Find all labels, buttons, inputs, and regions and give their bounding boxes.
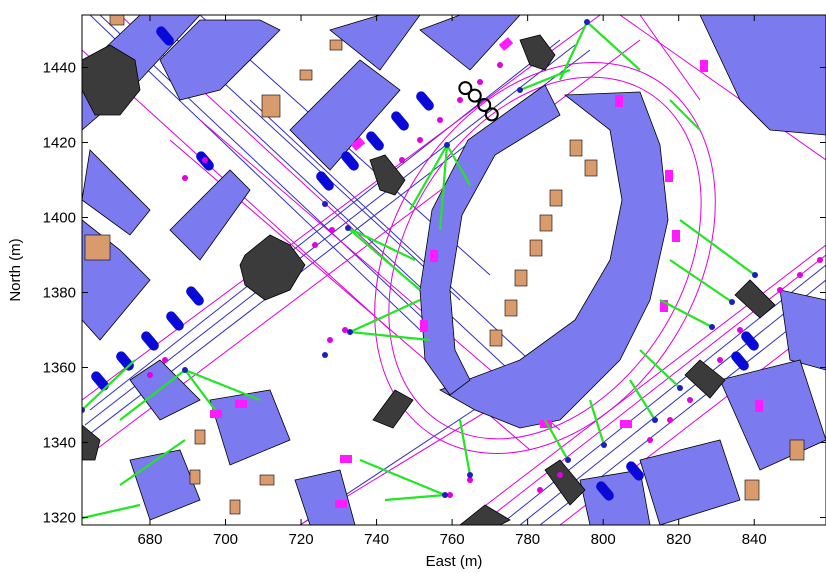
y-axis-ticks: 1320 1340 1360 1380 1400 1420 1440 xyxy=(43,60,826,527)
y-axis-label: North (m) xyxy=(7,238,24,301)
x-tick-label: 840 xyxy=(742,531,767,548)
x-axis-label: East (m) xyxy=(426,553,483,570)
x-tick-label: 740 xyxy=(364,531,389,548)
x-tick-label: 760 xyxy=(440,531,465,548)
dark-blocks xyxy=(82,34,776,525)
y-tick-label: 1340 xyxy=(43,435,76,452)
plot-area xyxy=(82,15,826,525)
access-nodes xyxy=(82,19,758,498)
y-tick-label: 1440 xyxy=(43,60,76,77)
highlight-point xyxy=(484,107,499,122)
x-tick-label: 780 xyxy=(515,531,540,548)
connections xyxy=(82,21,756,520)
highlight-point xyxy=(477,98,492,112)
stadium-buildings xyxy=(419,84,669,429)
series-markers xyxy=(458,81,499,122)
y-tick-label: 1320 xyxy=(43,510,76,527)
x-tick-label: 680 xyxy=(137,531,162,548)
y-tick-label: 1420 xyxy=(43,135,76,152)
street-markings xyxy=(210,37,763,508)
x-tick-label: 800 xyxy=(591,531,616,548)
x-tick-label: 700 xyxy=(213,531,238,548)
small-structures xyxy=(84,15,805,515)
y-tick-label: 1380 xyxy=(43,285,76,302)
highlight-point xyxy=(467,88,482,103)
x-axis-ticks: 680 700 720 740 760 780 800 820 840 xyxy=(137,15,767,548)
highlight-point xyxy=(458,81,473,96)
x-tick-label: 720 xyxy=(289,531,314,548)
x-tick-label: 820 xyxy=(666,531,691,548)
plot-frame xyxy=(81,14,826,526)
path-nodes xyxy=(147,62,823,498)
y-tick-label: 1360 xyxy=(43,360,76,377)
y-tick-label: 1400 xyxy=(43,210,76,227)
